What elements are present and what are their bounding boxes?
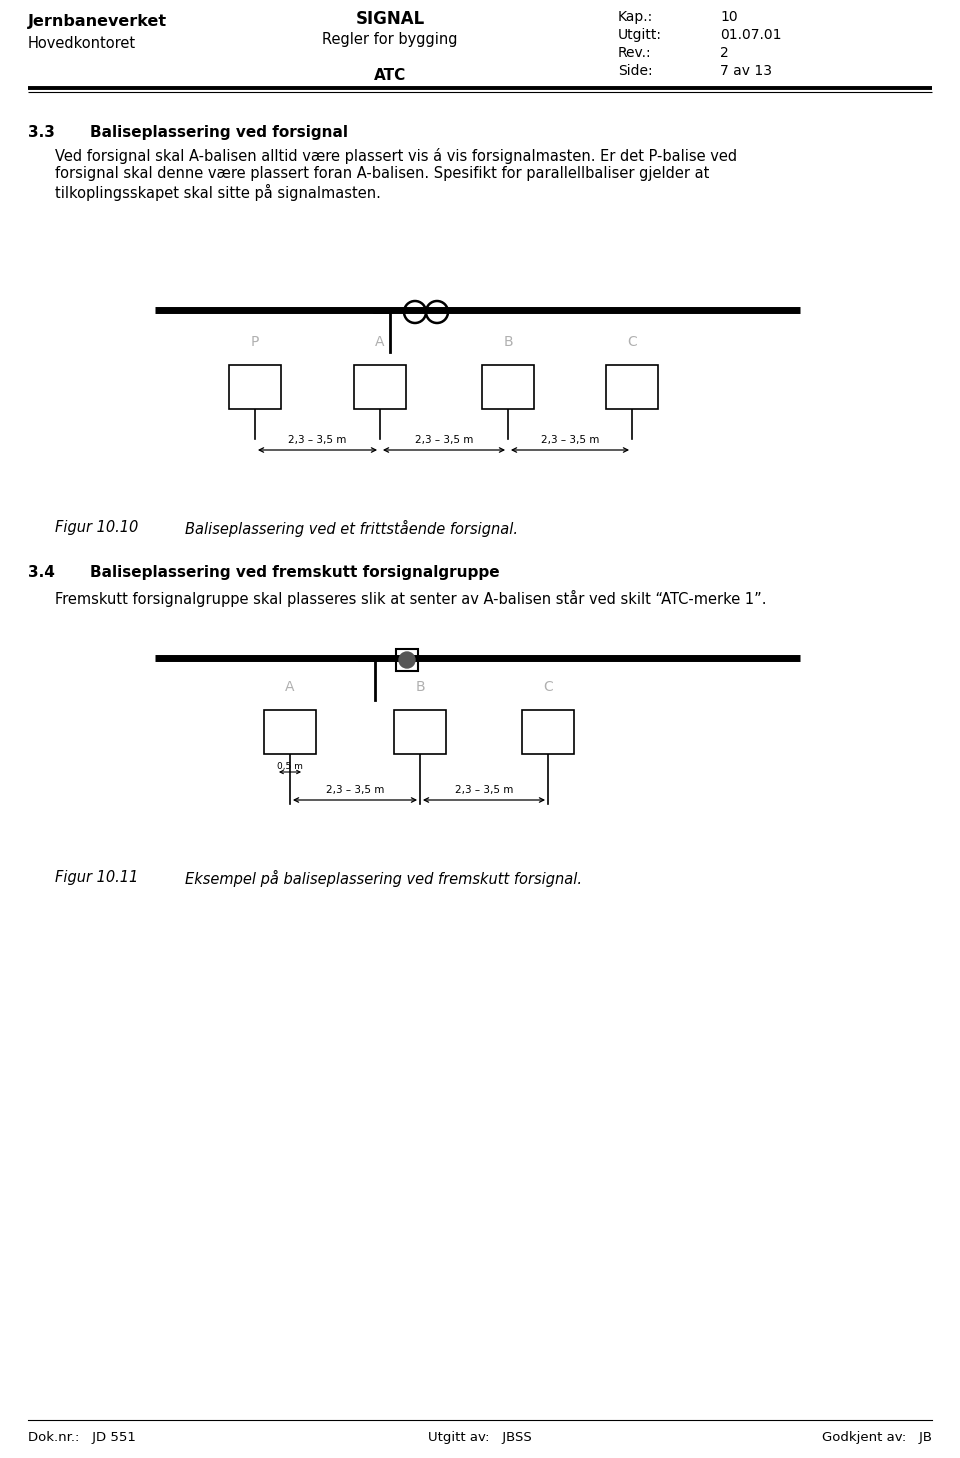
Text: forsignal skal denne være plassert foran A-balisen. Spesifikt for parallellbalis: forsignal skal denne være plassert foran…: [55, 166, 709, 181]
Text: Hovedkontoret: Hovedkontoret: [28, 36, 136, 51]
Text: 3.4: 3.4: [28, 566, 55, 580]
Text: Ved forsignal skal A-balisen alltid være plassert vis á vis forsignalmasten. Er : Ved forsignal skal A-balisen alltid være…: [55, 149, 737, 163]
Text: Figur 10.10: Figur 10.10: [55, 521, 138, 535]
Bar: [264, 710, 316, 754]
Text: 3.3: 3.3: [28, 125, 55, 140]
Bar: [606, 364, 658, 410]
Text: tilkoplingsskapet skal sitte på signalmasten.: tilkoplingsskapet skal sitte på signalma…: [55, 184, 381, 201]
Text: Fremskutt forsignalgruppe skal plasseres slik at senter av A-balisen står ved sk: Fremskutt forsignalgruppe skal plasseres…: [55, 590, 766, 607]
Text: C: C: [543, 679, 553, 694]
Text: Figur 10.11: Figur 10.11: [55, 870, 138, 885]
Bar: [394, 710, 446, 754]
Text: B: B: [415, 679, 425, 694]
Text: B: B: [503, 335, 513, 348]
Text: Baliseplassering ved fremskutt forsignalgruppe: Baliseplassering ved fremskutt forsignal…: [90, 566, 499, 580]
Text: 2,3 – 3,5 m: 2,3 – 3,5 m: [540, 434, 599, 445]
Text: Baliseplassering ved et frittstående forsignal.: Baliseplassering ved et frittstående for…: [185, 521, 518, 537]
Text: Baliseplassering ved forsignal: Baliseplassering ved forsignal: [90, 125, 348, 140]
Text: 01.07.01: 01.07.01: [720, 28, 781, 42]
Text: 2,3 – 3,5 m: 2,3 – 3,5 m: [288, 434, 347, 445]
Text: Rev.:: Rev.:: [618, 47, 652, 60]
Text: 10: 10: [720, 10, 737, 23]
Text: A: A: [375, 335, 385, 348]
Bar: [229, 364, 281, 410]
Text: A: A: [285, 679, 295, 694]
Text: 0,5 m: 0,5 m: [277, 763, 303, 771]
Text: 2,3 – 3,5 m: 2,3 – 3,5 m: [325, 784, 384, 795]
Text: Side:: Side:: [618, 64, 653, 77]
Text: 2: 2: [720, 47, 729, 60]
Text: SIGNAL: SIGNAL: [355, 10, 424, 28]
Text: Dok.nr.:   JD 551: Dok.nr.: JD 551: [28, 1430, 136, 1443]
Text: Godkjent av:   JB: Godkjent av: JB: [822, 1430, 932, 1443]
Text: P: P: [251, 335, 259, 348]
Bar: [354, 364, 406, 410]
Text: 2,3 – 3,5 m: 2,3 – 3,5 m: [415, 434, 473, 445]
Text: Kap.:: Kap.:: [618, 10, 653, 23]
Text: 0,5 m: 0,5 m: [367, 376, 393, 385]
Text: Regler for bygging: Regler for bygging: [323, 32, 458, 47]
Text: Jernbaneverket: Jernbaneverket: [28, 15, 167, 29]
Text: Utgitt:: Utgitt:: [618, 28, 662, 42]
Text: 7 av 13: 7 av 13: [720, 64, 772, 77]
Bar: [522, 710, 574, 754]
Text: 2,3 – 3,5 m: 2,3 – 3,5 m: [455, 784, 514, 795]
Circle shape: [399, 652, 415, 668]
Text: Utgitt av:   JBSS: Utgitt av: JBSS: [428, 1430, 532, 1443]
Text: C: C: [627, 335, 636, 348]
Bar: [482, 364, 534, 410]
Text: ATC: ATC: [373, 69, 406, 83]
Text: Eksempel på baliseplassering ved fremskutt forsignal.: Eksempel på baliseplassering ved fremsku…: [185, 870, 582, 886]
